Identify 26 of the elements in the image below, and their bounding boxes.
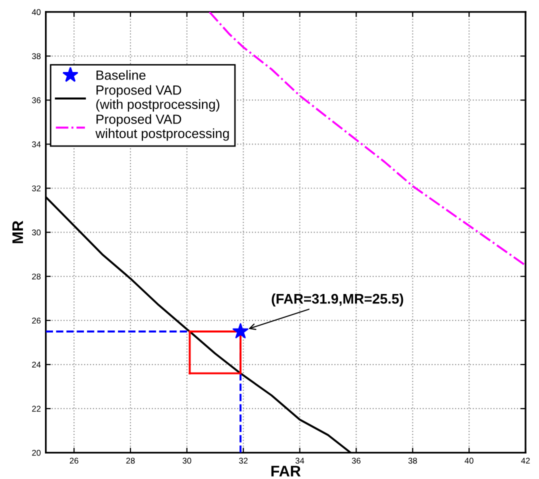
- x-axis-title: FAR: [271, 466, 301, 476]
- y-tick-label: 40: [32, 9, 41, 16]
- y-tick-label: 20: [32, 450, 41, 456]
- x-tick-label: 38: [408, 458, 417, 464]
- y-tick-label: 26: [32, 318, 41, 324]
- x-tick-label: 32: [239, 458, 248, 464]
- y-tick-label: 34: [32, 141, 41, 148]
- y-tick-label: 38: [32, 53, 41, 60]
- y-tick-label: 22: [32, 406, 41, 412]
- y-tick-label: 30: [32, 230, 41, 236]
- y-tick-label: 32: [32, 185, 41, 192]
- y-tick-label: 24: [32, 362, 41, 368]
- x-tick-label: 26: [70, 458, 78, 464]
- y-axis-title: MR: [12, 220, 23, 244]
- x-tick-label: 40: [464, 458, 474, 464]
- x-tick-label: 34: [295, 458, 304, 464]
- legend-label: Proposed VAD (with postprocessing): [96, 85, 220, 112]
- legend-label: Proposed VAD wihtout postprocessing: [95, 114, 229, 141]
- x-tick-label: 30: [182, 458, 192, 464]
- legend-label: Baseline: [96, 70, 146, 80]
- x-tick-label: 42: [521, 458, 530, 464]
- y-tick-label: 28: [32, 274, 41, 280]
- x-tick-label: 28: [126, 458, 135, 464]
- x-tick-label: 36: [352, 458, 360, 464]
- y-tick-label: 36: [32, 97, 41, 104]
- annotation: (FAR=31.9,MR=25.5): [272, 294, 404, 306]
